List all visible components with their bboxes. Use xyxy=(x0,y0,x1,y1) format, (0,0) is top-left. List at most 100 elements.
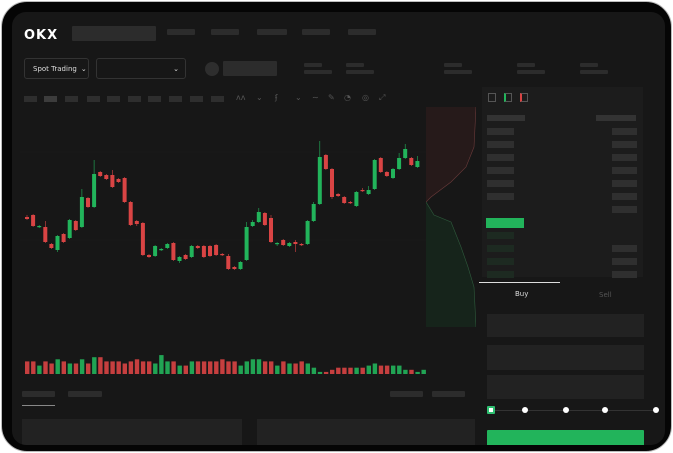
volume-bar xyxy=(67,363,73,374)
book-both-icon[interactable] xyxy=(488,93,496,102)
ask-amount xyxy=(612,180,637,187)
candle-body xyxy=(336,194,341,196)
timeframe-button[interactable] xyxy=(190,96,203,102)
nav-item[interactable] xyxy=(167,29,195,35)
candle-body xyxy=(372,160,377,189)
timeframe-button[interactable] xyxy=(87,96,100,102)
volume-bar xyxy=(37,365,42,374)
ask-amount xyxy=(612,154,637,161)
candle-body xyxy=(49,244,54,248)
candle-body xyxy=(37,226,42,228)
timeframe-button[interactable] xyxy=(128,96,141,102)
book-header-price xyxy=(487,115,525,121)
settings-icon[interactable]: ◎ xyxy=(362,93,369,102)
dropdown-label: Spot Trading xyxy=(33,64,77,73)
book-bids-icon[interactable] xyxy=(504,93,512,102)
candle-body xyxy=(348,202,353,204)
candle-body xyxy=(116,179,121,182)
volume-bar xyxy=(269,361,274,374)
candle-body xyxy=(262,213,267,225)
bid-price xyxy=(487,258,514,265)
buy-sell-tabs: Buy Sell xyxy=(479,282,645,308)
candle-body xyxy=(360,190,365,192)
timeframe-button[interactable] xyxy=(169,96,182,102)
candle-body xyxy=(384,172,389,176)
search-bar[interactable] xyxy=(72,26,156,41)
slider-step-100[interactable] xyxy=(653,407,659,413)
candle-body xyxy=(354,192,359,206)
nav-item[interactable] xyxy=(348,29,376,35)
candle-body xyxy=(397,158,402,169)
indicator-icon[interactable]: ⌄ xyxy=(256,93,263,102)
line-icon[interactable]: ∼ xyxy=(312,93,319,102)
candle-body xyxy=(330,169,334,197)
candle-body xyxy=(92,174,97,207)
chevron-down-icon: ⌄ xyxy=(173,64,179,73)
bottom-tab[interactable] xyxy=(68,391,102,397)
bid-price xyxy=(487,271,514,278)
bottom-filter[interactable] xyxy=(432,391,465,397)
bottom-tab-active[interactable] xyxy=(22,391,55,397)
slider-step-50[interactable] xyxy=(563,407,569,413)
stat-value xyxy=(304,70,332,74)
buy-button[interactable] xyxy=(487,430,644,445)
bid-price xyxy=(487,245,514,252)
total-input[interactable] xyxy=(487,375,644,399)
slider-step-75[interactable] xyxy=(602,407,608,413)
candle-body xyxy=(171,243,176,260)
ask-depth-line xyxy=(426,107,476,203)
slider-handle[interactable] xyxy=(487,406,495,414)
chart-type-icon[interactable]: ʌʌ xyxy=(236,93,246,102)
nav-item[interactable] xyxy=(302,29,330,35)
volume-bar xyxy=(134,359,140,374)
volume-bar xyxy=(183,365,188,374)
nav-item[interactable] xyxy=(211,29,239,35)
settings-dropdown-icon[interactable]: ⌄ xyxy=(295,93,302,102)
active-tab-indicator xyxy=(479,282,560,283)
ask-depth-area xyxy=(426,107,476,202)
fullscreen-icon[interactable]: ⤢ xyxy=(379,93,386,102)
candle-body xyxy=(195,246,200,248)
timeframe-button-active[interactable] xyxy=(44,96,57,102)
timeframe-button[interactable] xyxy=(107,96,120,102)
candle-body xyxy=(153,246,158,256)
volume-bar xyxy=(366,365,371,374)
candlestick-chart[interactable] xyxy=(20,112,430,377)
candle-body xyxy=(147,255,151,257)
volume-bar xyxy=(110,361,115,374)
nav-item[interactable] xyxy=(257,29,287,35)
price-input[interactable] xyxy=(487,314,644,337)
volume-bar xyxy=(153,363,158,374)
sell-tab[interactable]: Sell xyxy=(599,291,612,299)
amount-slider-track[interactable] xyxy=(490,410,658,411)
volume-bar xyxy=(98,357,103,374)
amount-input[interactable] xyxy=(487,345,644,370)
volume-bar xyxy=(323,371,329,374)
spot-trading-dropdown[interactable]: Spot Trading ⌄ xyxy=(24,58,89,79)
timeframe-button[interactable] xyxy=(65,96,78,102)
stat-value xyxy=(517,70,545,74)
timeframe-button[interactable] xyxy=(24,96,37,102)
fx-icon[interactable]: ʄ xyxy=(275,93,278,102)
candle-body xyxy=(43,227,48,242)
candle-body xyxy=(79,197,84,227)
timeframe-button[interactable] xyxy=(148,96,161,102)
slider-step-25[interactable] xyxy=(522,407,528,413)
timeframe-button[interactable] xyxy=(211,96,224,102)
pair-selector[interactable]: ⌄ xyxy=(96,58,186,79)
volume-bar xyxy=(147,361,152,374)
volume-bar xyxy=(208,361,213,374)
book-asks-icon[interactable] xyxy=(520,93,528,102)
depth-chart xyxy=(426,107,476,327)
snapshot-icon[interactable]: ◔ xyxy=(344,93,351,102)
draw-pencil-icon[interactable]: ✎ xyxy=(328,93,335,102)
stat-label xyxy=(444,63,462,67)
bid-amount xyxy=(612,271,637,278)
candle-body xyxy=(134,221,139,224)
bottom-filter[interactable] xyxy=(390,391,423,397)
volume-bar xyxy=(281,361,286,374)
bottom-panel-left xyxy=(22,419,242,445)
buy-tab[interactable]: Buy xyxy=(515,290,529,298)
volume-bar xyxy=(384,365,390,374)
